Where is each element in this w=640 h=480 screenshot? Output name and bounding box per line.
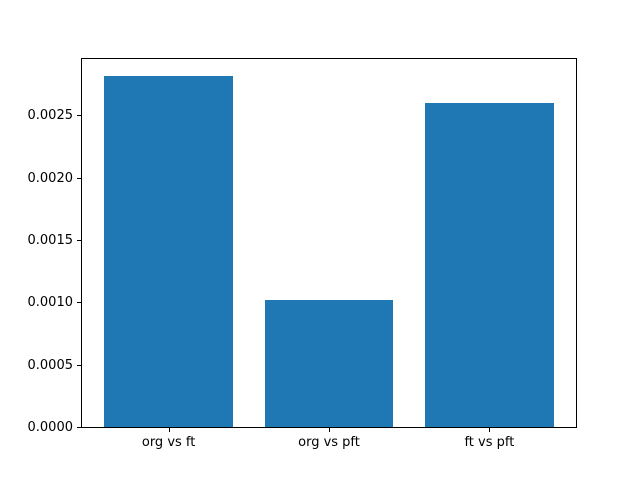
x-axis-tick-label: ft vs pft bbox=[464, 435, 515, 450]
y-axis-tick-mark bbox=[77, 115, 81, 117]
y-axis-tick-label: 0.0015 bbox=[27, 232, 74, 248]
x-axis-tick-label: org vs pft bbox=[298, 435, 360, 450]
y-axis-tick-mark bbox=[77, 364, 81, 366]
x-axis-tick-mark bbox=[168, 428, 170, 432]
y-axis-tick-mark bbox=[77, 177, 81, 179]
y-axis-tick-label: 0.0020 bbox=[27, 170, 74, 186]
y-axis-tick-label: 0.0005 bbox=[27, 357, 74, 373]
y-axis-tick-mark bbox=[77, 427, 81, 428]
y-axis-tick-mark bbox=[77, 302, 81, 304]
y-axis-tick-label: 0.0000 bbox=[27, 420, 74, 435]
x-axis-tick-mark bbox=[489, 428, 491, 432]
y-axis-tick-label: 0.0025 bbox=[27, 108, 74, 124]
plot-area bbox=[81, 58, 577, 428]
x-axis-tick-label: org vs ft bbox=[141, 435, 196, 450]
y-axis-tick-mark bbox=[77, 239, 81, 241]
x-axis-tick-mark bbox=[329, 428, 330, 432]
bar-org-vs-ft bbox=[104, 76, 233, 427]
bar-ft-vs-pft bbox=[425, 102, 554, 427]
bar-org-vs-pft bbox=[264, 299, 394, 427]
y-axis-tick-label: 0.0010 bbox=[27, 295, 74, 311]
